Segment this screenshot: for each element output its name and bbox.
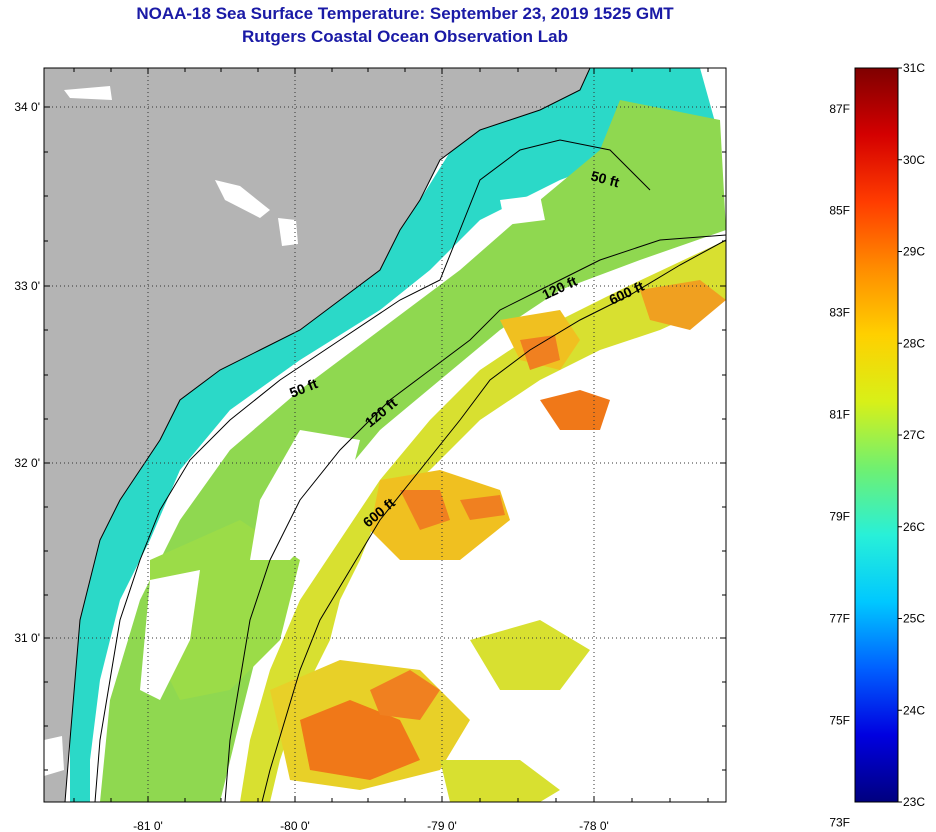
colorbar-fahrenheit-label: 75F [829, 713, 850, 727]
chart-subtitle: Rutgers Coastal Ocean Observation Lab [242, 27, 568, 46]
colorbar-celsius-labels: 31C 30C 29C 28C 27C 26C 25C 24C 23C [898, 61, 925, 809]
lat-label-34: 34 0' [14, 100, 40, 114]
sst-hot-patch [460, 495, 505, 520]
cloud-patch [500, 195, 545, 225]
colorbar-celsius-label: 28C [903, 336, 925, 350]
colorbar-fahrenheit-label: 87F [829, 102, 850, 116]
colorbar-fahrenheit-label: 85F [829, 204, 850, 218]
cloud-over-land [215, 180, 270, 218]
map-frame [43, 67, 727, 803]
sst-hot-patch [640, 280, 726, 330]
lon-label-79: -79 0' [427, 819, 457, 832]
colorbar-fahrenheit-label: 83F [829, 306, 850, 320]
colorbar-fahrenheit-label: 81F [829, 408, 850, 422]
chart-title: NOAA-18 Sea Surface Temperature: Septemb… [136, 4, 674, 23]
sst-hot-patch [400, 490, 450, 530]
sst-hot-patch [300, 700, 420, 780]
lat-label-32: 32 0' [14, 456, 40, 470]
sst-mid-patch [150, 520, 300, 700]
colorbar-celsius-label: 30C [903, 153, 925, 167]
colorbar-celsius-label: 31C [903, 61, 925, 75]
colorbar [854, 67, 899, 803]
cloud-over-land [44, 736, 64, 776]
sst-hot-patch [370, 670, 440, 720]
contour-120ft [224, 234, 726, 802]
colorbar-celsius-label: 24C [903, 703, 925, 717]
colorbar-celsius-label: 29C [903, 245, 925, 259]
colorbar-fahrenheit-label: 79F [829, 510, 850, 524]
sst-hot-patch [520, 335, 560, 370]
colorbar-celsius-label: 27C [903, 428, 925, 442]
land [44, 68, 590, 802]
sst-hot-patch [540, 390, 610, 430]
sst-warm-patch [440, 760, 560, 802]
lon-label-81: -81 0' [133, 819, 163, 832]
lat-label-31: 31 0' [14, 631, 40, 645]
colorbar-fahrenheit-label: 77F [829, 612, 850, 626]
colorbar-celsius-label: 25C [903, 612, 925, 626]
colorbar-celsius-label: 26C [903, 520, 925, 534]
contour-label-50ft: 50 ft [589, 167, 621, 190]
lon-label-78: -78 0' [579, 819, 609, 832]
lat-label-33: 33 0' [14, 279, 40, 293]
colorbar-celsius-label: 23C [903, 795, 925, 809]
contour-600ft [261, 239, 726, 802]
cloud-over-land [278, 218, 298, 246]
lon-label-80: -80 0' [280, 819, 310, 832]
colorbar-fahrenheit-labels: 87F 85F 83F 81F 79F 77F 75F 73F [829, 102, 850, 830]
axis-ticks [44, 68, 726, 802]
contour-50ft [94, 139, 651, 802]
coastline [64, 68, 591, 802]
cloud-over-land [64, 86, 112, 100]
cloud-patch [140, 570, 200, 700]
graticule [44, 68, 726, 802]
colorbar-fahrenheit-label: 73F [829, 815, 850, 829]
